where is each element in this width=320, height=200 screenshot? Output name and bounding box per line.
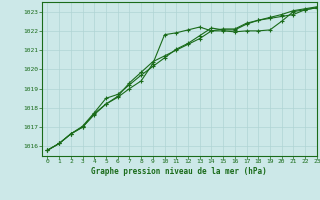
- X-axis label: Graphe pression niveau de la mer (hPa): Graphe pression niveau de la mer (hPa): [91, 167, 267, 176]
